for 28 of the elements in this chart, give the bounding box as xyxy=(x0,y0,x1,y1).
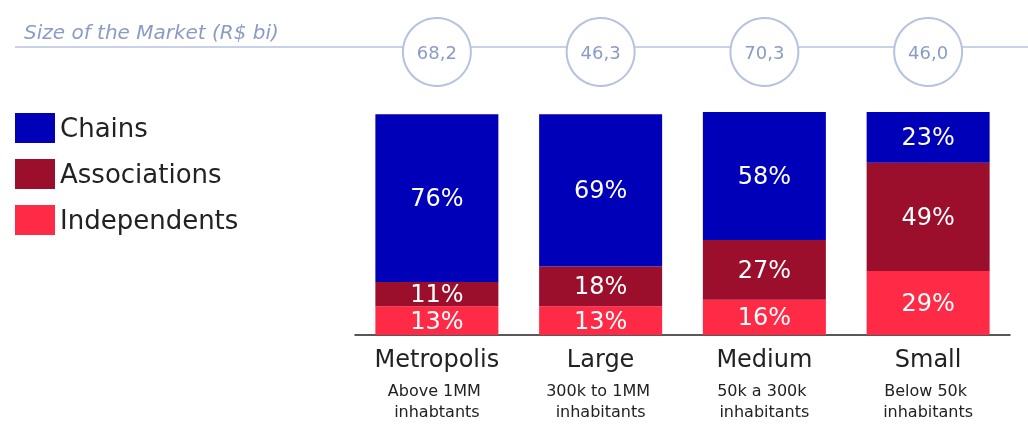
data-label: 16% xyxy=(737,303,792,332)
text: Below 50k inhabitants xyxy=(883,381,974,421)
legend-label: Independents xyxy=(60,205,239,235)
data-label: 76% xyxy=(410,184,464,213)
x-tick-label: Large xyxy=(566,345,635,373)
text: Size of the Market (R$ bi) xyxy=(24,20,279,44)
text: 68,2 xyxy=(416,41,457,63)
data-label: 13% xyxy=(410,306,464,335)
text: 70,3 xyxy=(744,41,785,63)
text: 46,3 xyxy=(580,41,621,63)
text: Above 1MM inhabtants xyxy=(387,381,486,421)
data-label: 18% xyxy=(573,272,628,301)
legend-label: Associations xyxy=(60,159,222,189)
data-label: 13% xyxy=(573,306,628,335)
x-tick-label: Metropolis xyxy=(374,345,500,373)
data-label: 27% xyxy=(737,255,792,284)
data-label: 29% xyxy=(901,288,955,317)
data-label: 49% xyxy=(901,202,955,231)
text: 50k a 300k inhabitants xyxy=(717,381,812,421)
data-label: 23% xyxy=(901,123,955,152)
x-tick-label: Small xyxy=(894,345,962,373)
x-tick-label: Medium xyxy=(716,345,813,373)
text: 46,0 xyxy=(908,41,949,63)
data-label: 69% xyxy=(573,176,628,205)
data-label: 11% xyxy=(410,280,464,309)
text: 300k to 1MM inhabitants xyxy=(546,381,656,421)
data-label: 58% xyxy=(737,162,792,191)
legend-label: Chains xyxy=(60,113,148,143)
